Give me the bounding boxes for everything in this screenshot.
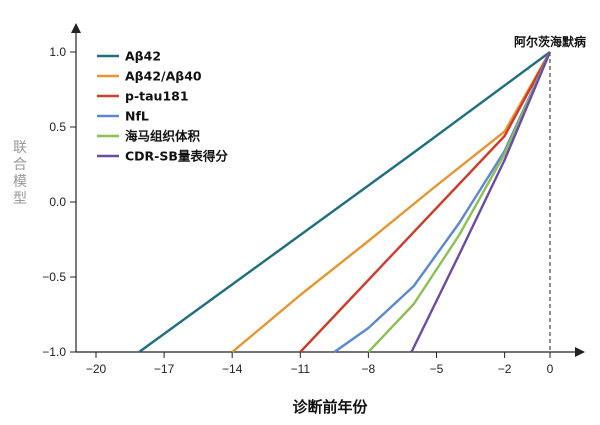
series-line-1 [231,51,552,353]
x-tick-label: −17 [154,362,175,376]
legend-label: CDR-SB量表得分 [125,149,228,164]
y-tick-label: 0.0 [49,195,66,209]
x-tick-label: −8 [362,362,376,376]
y-tick-label: −0.5 [42,270,66,284]
ticks: −20 −17 −14 −11 −8 −5 −2 01.00.50.0−0.5−1.0 [42,45,553,376]
x-tick-label: −11 [291,362,311,376]
y-tick-label: 0.5 [49,120,66,134]
axes [71,23,585,357]
series-line-2 [299,51,552,353]
x-tick-label: 0 [547,362,554,376]
x-axis-label: 诊断前年份 [292,398,368,416]
y-tick-label: −1.0 [42,345,66,359]
x-tick-label: −5 [430,362,444,376]
x-tick-label: −14 [222,362,243,376]
x-tick-label: −2 [498,362,512,376]
series-line-4 [367,51,552,353]
legend: Aβ42 Aβ42/Aβ40 p-tau181 NfL 海马组织体积 CDR-SB量表得分 [97,49,228,164]
series-lines [138,51,552,353]
series-line-0 [138,51,551,353]
legend-label: NfL [125,109,149,124]
series-line-5 [410,51,552,353]
y-tick-label: 1.0 [49,45,66,59]
annotation-label: 阿尔茨海默病 [514,34,586,49]
y-axis-label: 联合模型 [13,140,27,207]
legend-label: Aβ42/Aβ40 [125,69,202,84]
legend-label: p-tau181 [125,89,189,104]
legend-label: Aβ42 [125,49,161,64]
x-tick-label: −20 [86,362,107,376]
legend-label: 海马组织体积 [125,129,201,144]
